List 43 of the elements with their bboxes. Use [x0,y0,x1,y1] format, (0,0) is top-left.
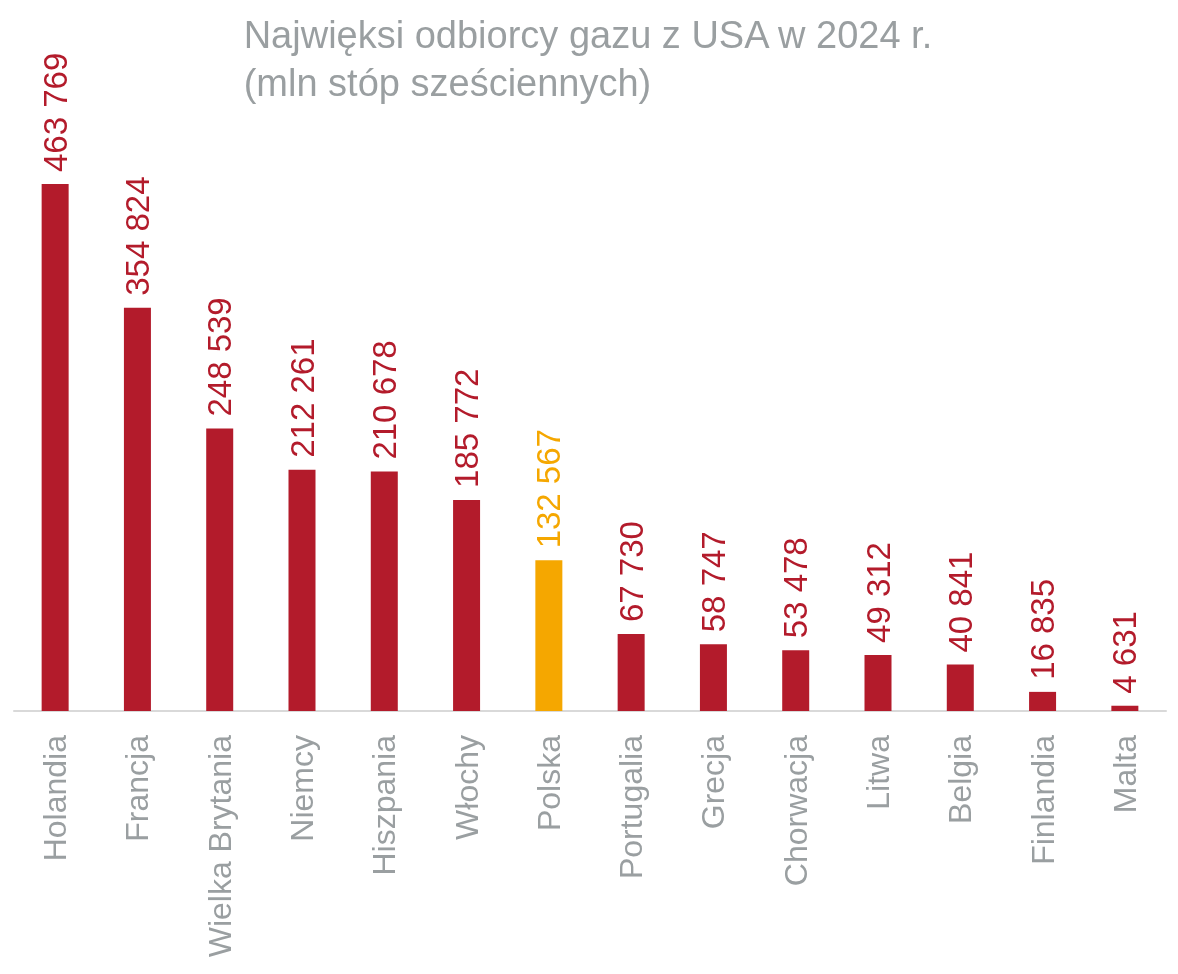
x-tick-label: Włochy [448,735,485,840]
data-label: 212 261 [283,338,321,458]
bar [206,428,234,711]
data-label: 463 769 [36,52,74,172]
bar [699,644,727,711]
chart-title: Najwięksi odbiorcy gazu z USA w 2024 r. (mln stóp sześciennych) [243,14,933,104]
data-label: 248 539 [201,297,239,417]
data-label: 185 772 [448,368,486,488]
bar [123,307,151,711]
x-tick-label: Litwa [860,734,896,810]
x-tick-label: Wielka Brytania [201,734,238,958]
bar [946,664,974,711]
x-tick-label: Grecja [695,734,732,830]
data-label: 49 312 [859,542,897,643]
x-tick-label: Portugalia [613,734,650,880]
x-tick-label: Malta [1106,734,1143,814]
x-tick-label: Finlandia [1024,734,1061,865]
x-tick-label: Belgia [942,734,979,824]
bar [535,560,563,711]
x-tick-label: Hiszpania [366,734,403,876]
data-label: 210 678 [365,340,403,460]
x-tick-label: Francja [119,734,156,842]
bar [41,184,69,711]
x-tick-label: Chorwacja [777,734,814,887]
data-label: 16 835 [1024,578,1062,680]
bar [370,471,398,711]
data-label: 354 824 [118,176,156,296]
x-tick-label: Niemcy [284,735,320,842]
bar [782,650,810,711]
bar [1111,705,1139,711]
data-label: 4 631 [1106,611,1144,694]
bar [864,654,892,711]
data-label: 58 747 [694,531,732,633]
x-tick-label: Holandia [37,734,74,862]
data-label: 40 841 [941,551,979,653]
data-label: 53 478 [777,537,815,639]
bar [453,499,481,711]
data-label: 67 730 [612,521,650,623]
bar [617,634,645,711]
data-label: 132 567 [530,429,568,549]
bar [1029,691,1057,711]
bar [288,469,316,711]
x-tick-label: Polska [530,734,567,832]
